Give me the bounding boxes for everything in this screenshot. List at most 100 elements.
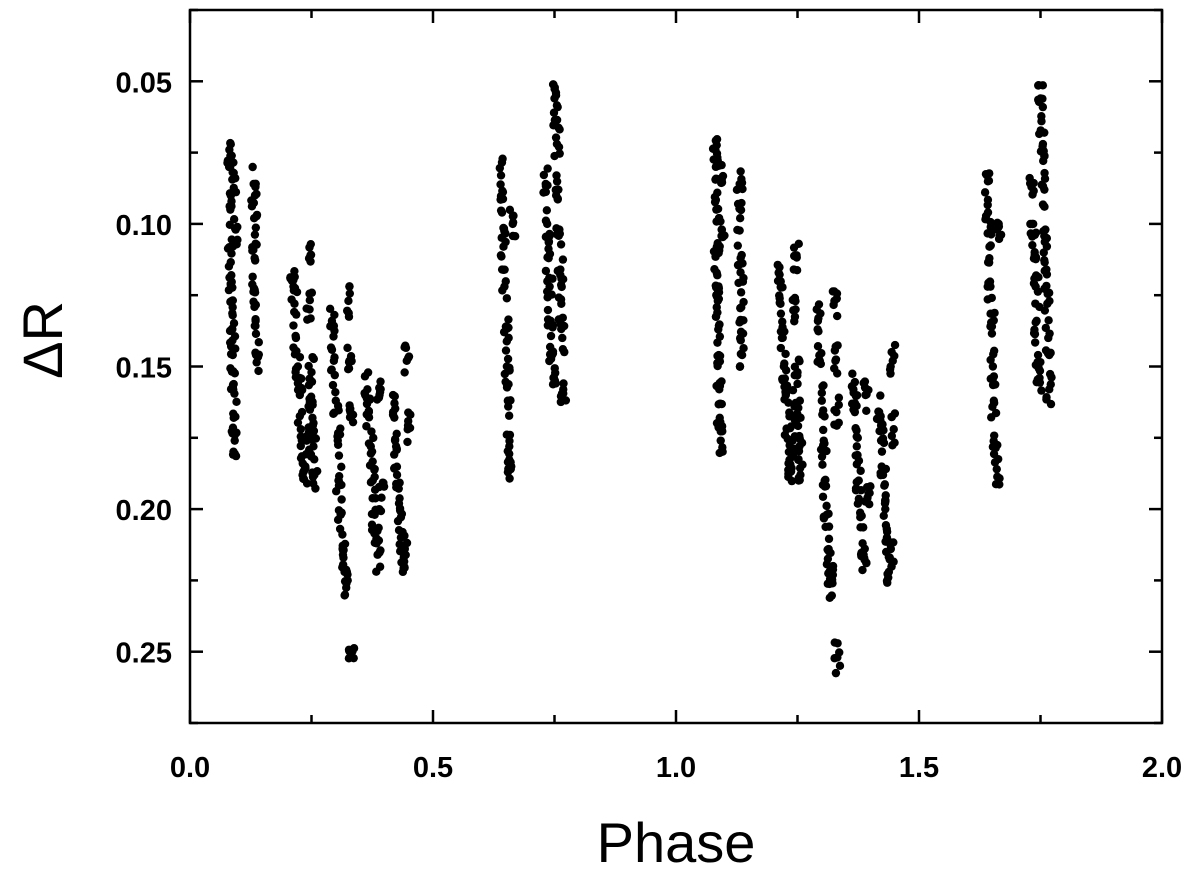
data-point	[793, 421, 803, 431]
data-point	[305, 289, 314, 298]
data-point	[1036, 128, 1046, 137]
data-point	[404, 352, 414, 361]
data-point	[865, 500, 874, 509]
x-tick-label: 1.5	[899, 752, 939, 784]
data-point	[295, 411, 305, 421]
data-point	[890, 340, 900, 350]
data-point	[1038, 102, 1048, 112]
data-point	[289, 286, 299, 295]
data-point	[862, 558, 871, 568]
data-point	[340, 539, 350, 549]
data-point	[813, 342, 823, 351]
data-point	[850, 377, 860, 387]
data-point	[711, 195, 721, 205]
data-point	[1044, 316, 1053, 325]
data-point	[866, 482, 875, 491]
data-point	[365, 394, 375, 403]
data-point	[251, 182, 260, 192]
data-point	[732, 185, 742, 195]
data-point	[502, 294, 512, 303]
data-point	[876, 412, 885, 421]
data-point	[539, 170, 549, 180]
data-point	[250, 285, 259, 295]
data-point	[252, 211, 261, 221]
data-point	[790, 362, 800, 372]
data-point	[832, 294, 841, 303]
data-point	[406, 410, 415, 419]
data-point	[252, 358, 261, 367]
data-point	[232, 397, 241, 407]
data-point	[554, 123, 563, 133]
data-point	[776, 283, 786, 292]
data-point	[834, 393, 844, 402]
data-point	[1034, 81, 1043, 90]
data-point	[986, 309, 995, 318]
data-point	[713, 188, 722, 197]
data-point	[551, 133, 561, 142]
data-point	[736, 303, 745, 313]
data-point	[556, 240, 566, 249]
data-point	[993, 454, 1003, 464]
data-point	[814, 356, 823, 366]
data-point	[856, 523, 865, 532]
data-point	[980, 188, 990, 197]
data-point	[342, 306, 352, 315]
data-point	[543, 305, 553, 315]
data-point	[496, 180, 505, 189]
data-point	[857, 549, 866, 558]
data-point	[818, 492, 828, 501]
data-point	[348, 417, 358, 427]
data-point	[229, 158, 238, 167]
data-point	[313, 466, 322, 476]
data-point	[338, 530, 347, 539]
data-point	[304, 361, 313, 371]
data-point	[1030, 338, 1040, 347]
data-point	[550, 376, 560, 385]
data-point	[830, 346, 840, 355]
data-point	[310, 455, 319, 464]
data-point	[551, 185, 560, 195]
data-point	[554, 142, 564, 152]
data-point	[825, 574, 835, 584]
y-tick-label: 0.25	[116, 638, 172, 670]
data-point	[1045, 296, 1054, 306]
data-point	[403, 437, 412, 447]
data-point	[1038, 94, 1047, 103]
data-point	[862, 406, 871, 416]
data-point	[232, 240, 241, 249]
data-point	[712, 140, 721, 150]
data-point	[333, 432, 342, 441]
data-point	[229, 215, 239, 224]
data-point	[890, 351, 899, 361]
data-point	[711, 252, 720, 261]
data-point	[248, 272, 257, 281]
data-point	[715, 357, 725, 366]
data-point	[250, 230, 260, 239]
data-point	[498, 286, 507, 295]
data-point	[367, 509, 377, 519]
y-tick-label: 0.20	[116, 495, 172, 527]
data-point	[508, 218, 518, 227]
data-point	[295, 352, 305, 362]
data-point	[364, 413, 374, 422]
data-point	[989, 436, 998, 446]
data-point	[290, 307, 299, 317]
data-point	[735, 362, 745, 371]
data-point	[834, 400, 844, 410]
data-point	[785, 423, 795, 433]
data-point	[1040, 174, 1050, 183]
plot-frame	[188, 8, 1164, 725]
data-point	[712, 290, 721, 300]
data-point	[833, 369, 842, 378]
data-point	[733, 241, 742, 250]
data-point	[291, 331, 300, 341]
data-point	[311, 434, 321, 443]
data-point	[402, 538, 412, 548]
data-point	[287, 295, 296, 304]
data-point	[366, 449, 376, 458]
data-point	[388, 410, 398, 420]
data-point	[885, 553, 894, 562]
data-point	[495, 163, 505, 173]
data-point	[360, 388, 369, 398]
